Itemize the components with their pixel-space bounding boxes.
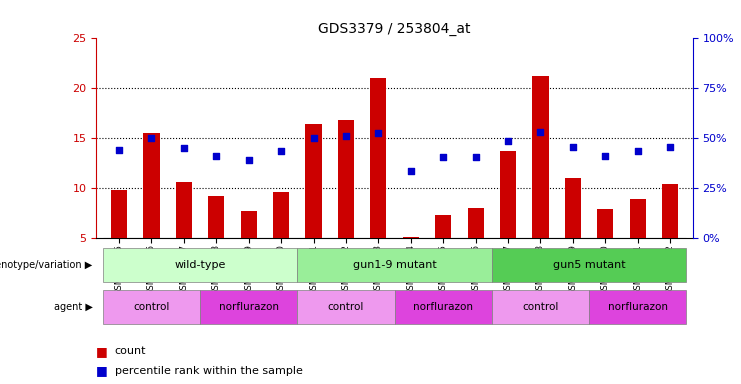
Point <box>243 157 255 163</box>
Point <box>373 130 385 136</box>
Bar <box>589 290 686 324</box>
Text: agent ▶: agent ▶ <box>54 302 93 312</box>
Bar <box>305 124 322 238</box>
Text: control: control <box>133 302 170 312</box>
Bar <box>662 184 678 238</box>
Point <box>308 135 319 141</box>
Text: control: control <box>522 302 559 312</box>
Point <box>632 148 644 154</box>
Text: gun1-9 mutant: gun1-9 mutant <box>353 260 436 270</box>
Point <box>470 154 482 160</box>
Point <box>275 148 287 154</box>
Bar <box>500 151 516 238</box>
Bar <box>143 133 159 238</box>
Point <box>210 153 222 159</box>
Bar <box>597 209 614 238</box>
Point <box>664 144 676 150</box>
Text: norflurazon: norflurazon <box>413 302 473 312</box>
Bar <box>402 237 419 238</box>
Bar <box>532 76 548 238</box>
Bar <box>200 290 297 324</box>
Bar <box>395 290 492 324</box>
Bar <box>492 290 589 324</box>
Point <box>405 168 416 174</box>
Point <box>113 147 125 153</box>
Bar <box>565 178 581 238</box>
Text: ■: ■ <box>96 364 108 377</box>
Bar <box>338 120 354 238</box>
Point <box>502 138 514 144</box>
Text: norflurazon: norflurazon <box>608 302 668 312</box>
Text: norflurazon: norflurazon <box>219 302 279 312</box>
Bar <box>297 290 395 324</box>
Bar <box>435 215 451 238</box>
Point <box>534 129 546 135</box>
Bar <box>111 190 127 238</box>
Point <box>599 153 611 159</box>
Text: wild-type: wild-type <box>174 260 226 270</box>
Bar <box>630 199 646 238</box>
Bar <box>208 196 225 238</box>
Bar <box>273 192 289 238</box>
Text: ■: ■ <box>96 345 108 358</box>
Text: gun5 mutant: gun5 mutant <box>553 260 625 270</box>
Text: genotype/variation ▶: genotype/variation ▶ <box>0 260 93 270</box>
Bar <box>297 248 492 282</box>
Title: GDS3379 / 253804_at: GDS3379 / 253804_at <box>319 22 471 36</box>
Point <box>437 154 449 160</box>
Point <box>567 144 579 150</box>
Text: percentile rank within the sample: percentile rank within the sample <box>115 366 303 376</box>
Bar <box>103 248 297 282</box>
Point <box>178 145 190 151</box>
Bar <box>103 290 200 324</box>
Text: control: control <box>328 302 364 312</box>
Bar <box>492 248 686 282</box>
Bar <box>370 78 387 238</box>
Point <box>340 133 352 139</box>
Bar <box>468 208 484 238</box>
Bar <box>241 211 257 238</box>
Bar <box>176 182 192 238</box>
Text: count: count <box>115 346 147 356</box>
Point <box>145 135 157 141</box>
